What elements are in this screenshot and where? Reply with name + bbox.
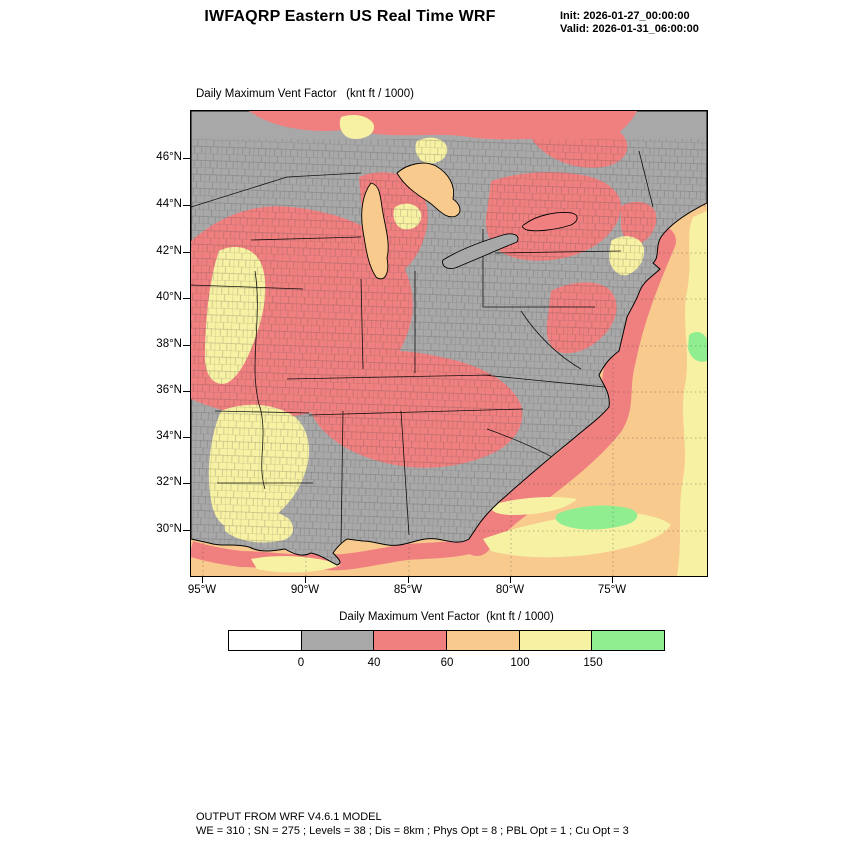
- valid-time: Valid: 2026-01-31_06:00:00: [560, 23, 699, 35]
- page-title: IWFAQRP Eastern US Real Time WRF: [204, 8, 496, 25]
- field-title: Daily Maximum Vent Factor (knt ft / 1000…: [196, 88, 414, 100]
- offshore-yellow-streak-small: [490, 497, 577, 515]
- colorbar-cell-orange: [446, 630, 520, 651]
- colorbar-tick-label: 100: [510, 657, 530, 669]
- lat-tick-mark: [183, 345, 190, 346]
- footer-config-line: WE = 310 ; SN = 275 ; Levels = 38 ; Dis …: [196, 825, 629, 837]
- map-canvas: [190, 110, 708, 577]
- lon-tick-label: 80°W: [495, 584, 525, 596]
- lon-tick-label: 90°W: [290, 584, 320, 596]
- lat-tick-label: 34°N: [156, 430, 182, 442]
- model-footer: OUTPUT FROM WRF V4.6.1 MODEL WE = 310 ; …: [196, 810, 629, 838]
- lat-tick-mark: [183, 391, 190, 392]
- lat-tick-mark: [183, 530, 190, 531]
- colorbar-tick-label: 60: [440, 657, 454, 669]
- colorbar-tick-label: 150: [583, 657, 603, 669]
- lon-tick-mark: [305, 576, 306, 583]
- lat-tick-mark: [183, 298, 190, 299]
- run-info: Init: 2026-01-27_00:00:00 Valid: 2026-01…: [560, 10, 699, 36]
- lat-tick-mark: [183, 252, 190, 253]
- lat-tick-label: 32°N: [156, 476, 182, 488]
- colorbar-cell-pink: [373, 630, 448, 651]
- lat-tick-label: 40°N: [156, 291, 182, 303]
- lat-tick-label: 46°N: [156, 151, 182, 163]
- lat-tick-label: 30°N: [156, 523, 182, 535]
- lon-tick-mark: [408, 576, 409, 583]
- great-lakes: [361, 162, 578, 280]
- lon-tick-mark: [510, 576, 511, 583]
- offshore-green-patch-east: [688, 332, 707, 362]
- state-boundaries: [191, 150, 654, 544]
- lon-tick-label: 75°W: [597, 584, 627, 596]
- vent-factor-map: [191, 111, 707, 576]
- offshore-green-patch: [555, 505, 638, 530]
- colorbar-tick-label: 40: [367, 657, 381, 669]
- gulf-yellow-patch: [251, 556, 341, 573]
- lake-huron: [396, 162, 461, 218]
- colorbar-cell-yellow: [518, 630, 593, 651]
- lat-tick-mark: [183, 158, 190, 159]
- lake-michigan: [361, 182, 389, 280]
- lon-tick-label: 85°W: [393, 584, 423, 596]
- lat-tick-label: 44°N: [156, 198, 182, 210]
- lake-ontario: [522, 212, 578, 232]
- colorbar-cell-white: [228, 630, 302, 651]
- colorbar-tick-label: 0: [297, 657, 305, 669]
- footer-model-line: OUTPUT FROM WRF V4.6.1 MODEL: [196, 811, 382, 823]
- lon-tick-mark: [612, 576, 613, 583]
- lat-tick-label: 36°N: [156, 384, 182, 396]
- lat-tick-mark: [183, 483, 190, 484]
- lat-tick-mark: [183, 437, 190, 438]
- offshore-yellow-band: [677, 211, 707, 576]
- init-time: Init: 2026-01-27_00:00:00: [560, 10, 690, 22]
- colorbar-title: Daily Maximum Vent Factor (knt ft / 1000…: [339, 611, 554, 623]
- lon-tick-label: 95°W: [187, 584, 217, 596]
- colorbar-cell-gray: [300, 630, 375, 651]
- lon-tick-mark: [202, 576, 203, 583]
- lake-erie: [442, 233, 519, 269]
- lat-tick-label: 38°N: [156, 338, 182, 350]
- lat-tick-mark: [183, 205, 190, 206]
- lat-tick-label: 42°N: [156, 245, 182, 257]
- colorbar: [228, 630, 666, 651]
- colorbar-cell-green: [591, 630, 666, 651]
